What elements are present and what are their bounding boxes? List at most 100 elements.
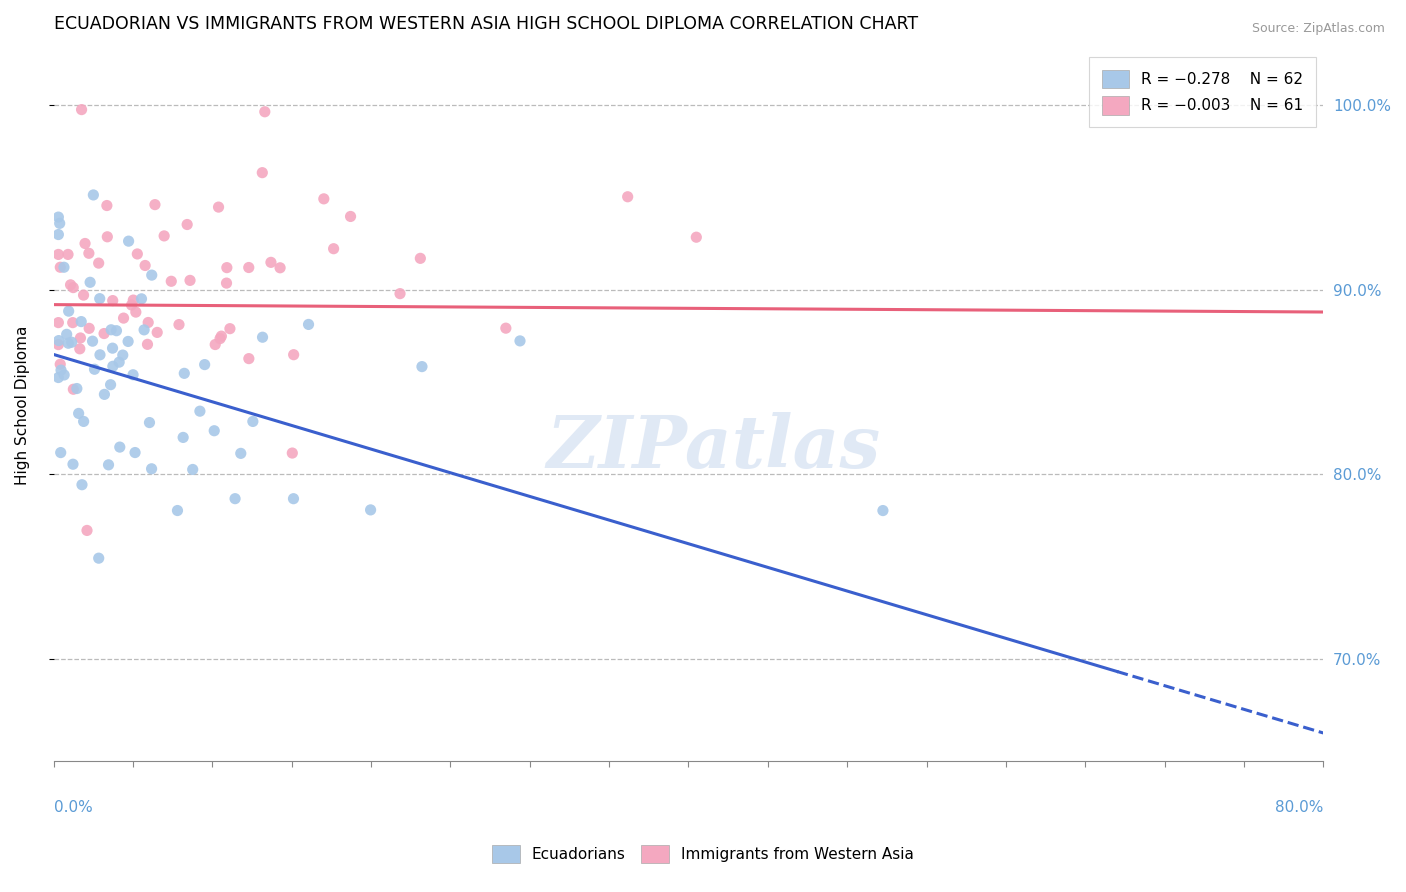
Point [70,477,93,491]
Point [117,234,139,248]
Point [72,414,94,428]
Point [260,255,283,269]
Point [360,503,382,517]
Point [685,230,707,244]
Point [411,359,433,374]
Point [101,293,124,308]
Point [73,236,96,251]
Point [48,216,70,230]
Point [215,260,238,275]
Point [87,551,110,566]
Point [97,458,120,472]
Point [194,358,217,372]
Point [131,292,153,306]
Point [207,200,229,214]
Point [202,424,225,438]
Point [48,370,70,384]
Point [166,503,188,517]
Point [108,440,131,454]
Point [96,198,118,212]
Point [121,298,143,312]
Point [62,280,84,294]
Point [62,382,84,396]
Point [127,247,149,261]
Point [136,337,159,351]
Point [62,457,84,471]
Point [281,446,304,460]
Text: 0.0%: 0.0% [53,799,93,814]
Point [312,192,335,206]
Point [339,210,361,224]
Point [58,304,80,318]
Point [58,336,80,351]
Point [616,190,638,204]
Point [101,359,124,374]
Point [96,229,118,244]
Point [48,247,70,261]
Point [229,446,252,460]
Point [48,210,70,224]
Point [125,305,148,319]
Point [117,334,139,349]
Point [111,348,134,362]
Legend: Ecuadorians, Immigrants from Western Asia: Ecuadorians, Immigrants from Western Asi… [479,832,927,875]
Point [238,351,260,366]
Point [67,406,90,420]
Point [100,323,122,337]
Point [101,341,124,355]
Point [872,503,894,517]
Point [89,348,111,362]
Point [122,293,145,307]
Point [209,332,232,346]
Point [134,259,156,273]
Point [108,355,131,369]
Point [83,362,105,376]
Point [62,316,84,330]
Point [59,277,82,292]
Point [48,316,70,330]
Point [49,445,72,459]
Point [82,188,104,202]
Point [66,382,89,396]
Y-axis label: High School Diploma: High School Diploma [15,326,30,485]
Point [53,368,76,382]
Point [283,348,305,362]
Point [79,275,101,289]
Point [176,218,198,232]
Point [179,273,201,287]
Point [48,334,70,348]
Point [172,430,194,444]
Point [238,260,260,275]
Point [153,228,176,243]
Point [143,197,166,211]
Point [141,268,163,282]
Point [93,387,115,401]
Point [138,416,160,430]
Point [56,247,79,261]
Point [252,166,274,180]
Point [105,324,128,338]
Point [242,414,264,428]
Point [52,260,75,275]
Point [409,252,432,266]
Point [76,524,98,538]
Point [269,260,291,275]
Point [89,292,111,306]
Point [70,315,93,329]
Point [283,491,305,506]
Point [297,318,319,332]
Legend: R = −0.278    N = 62, R = −0.003    N = 61: R = −0.278 N = 62, R = −0.003 N = 61 [1090,57,1316,127]
Text: ECUADORIAN VS IMMIGRANTS FROM WESTERN ASIA HIGH SCHOOL DIPLOMA CORRELATION CHART: ECUADORIAN VS IMMIGRANTS FROM WESTERN AS… [53,15,918,33]
Text: 80.0%: 80.0% [1275,799,1323,814]
Point [188,404,211,418]
Point [82,334,104,348]
Point [60,335,83,350]
Point [77,246,100,260]
Point [509,334,531,348]
Point [252,330,274,344]
Point [173,367,195,381]
Point [219,321,242,335]
Point [132,323,155,337]
Point [495,321,517,335]
Point [55,327,77,342]
